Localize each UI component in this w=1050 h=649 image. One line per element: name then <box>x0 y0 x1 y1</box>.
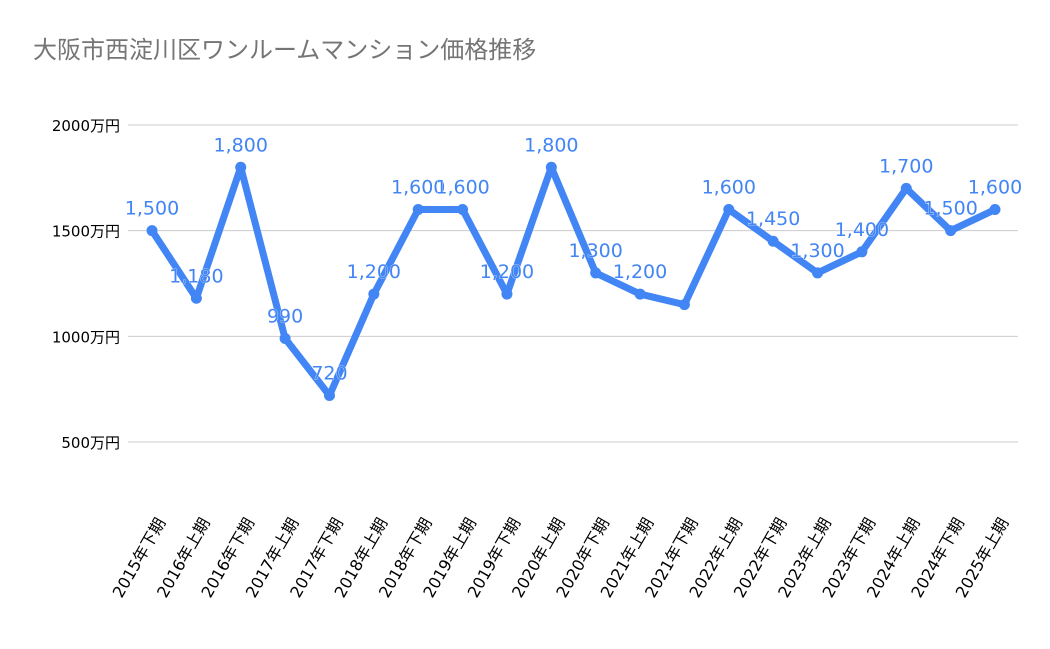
data-point <box>989 204 1001 216</box>
data-label: 1,200 <box>613 261 667 283</box>
data-point <box>678 299 690 311</box>
data-point <box>457 204 469 216</box>
data-point <box>412 204 424 216</box>
data-point <box>945 225 957 237</box>
y-tick-label: 1000万円 <box>52 328 120 346</box>
data-point <box>856 246 868 258</box>
data-point <box>723 204 735 216</box>
y-tick-label: 2000万円 <box>52 117 120 135</box>
data-point <box>279 332 291 344</box>
data-point <box>767 235 779 247</box>
data-label: 1,800 <box>214 134 268 156</box>
data-point <box>190 292 202 304</box>
data-label: 1,800 <box>524 134 578 156</box>
data-label: 1,600 <box>391 177 445 199</box>
data-point <box>323 390 335 402</box>
data-label: 1,300 <box>790 240 844 262</box>
data-label: 1,500 <box>125 198 179 220</box>
data-label: 1,600 <box>435 177 489 199</box>
data-point <box>235 161 247 173</box>
data-label: 1,500 <box>923 198 977 220</box>
data-point <box>812 267 824 279</box>
data-point <box>501 288 513 300</box>
data-point <box>368 288 380 300</box>
data-point <box>146 225 158 237</box>
data-label: 720 <box>311 363 347 385</box>
data-label: 1,200 <box>480 261 534 283</box>
data-label: 1,400 <box>835 219 889 241</box>
data-label: 1,450 <box>746 208 800 230</box>
y-tick-label: 1500万円 <box>52 223 120 241</box>
data-label: 1,300 <box>568 240 622 262</box>
data-label: 1,600 <box>968 177 1022 199</box>
data-label: 990 <box>267 305 303 327</box>
data-point <box>590 267 602 279</box>
chart-title: 大阪市西淀川区ワンルームマンション価格推移 <box>33 36 537 64</box>
y-tick-label: 500万円 <box>61 434 120 452</box>
data-label: 1,180 <box>169 265 223 287</box>
data-label: 1,700 <box>879 155 933 177</box>
data-point <box>900 182 912 194</box>
series-line <box>148 163 999 400</box>
data-label: 1,200 <box>347 261 401 283</box>
data-point <box>634 288 646 300</box>
data-point <box>545 161 557 173</box>
data-label: 1,600 <box>702 177 756 199</box>
